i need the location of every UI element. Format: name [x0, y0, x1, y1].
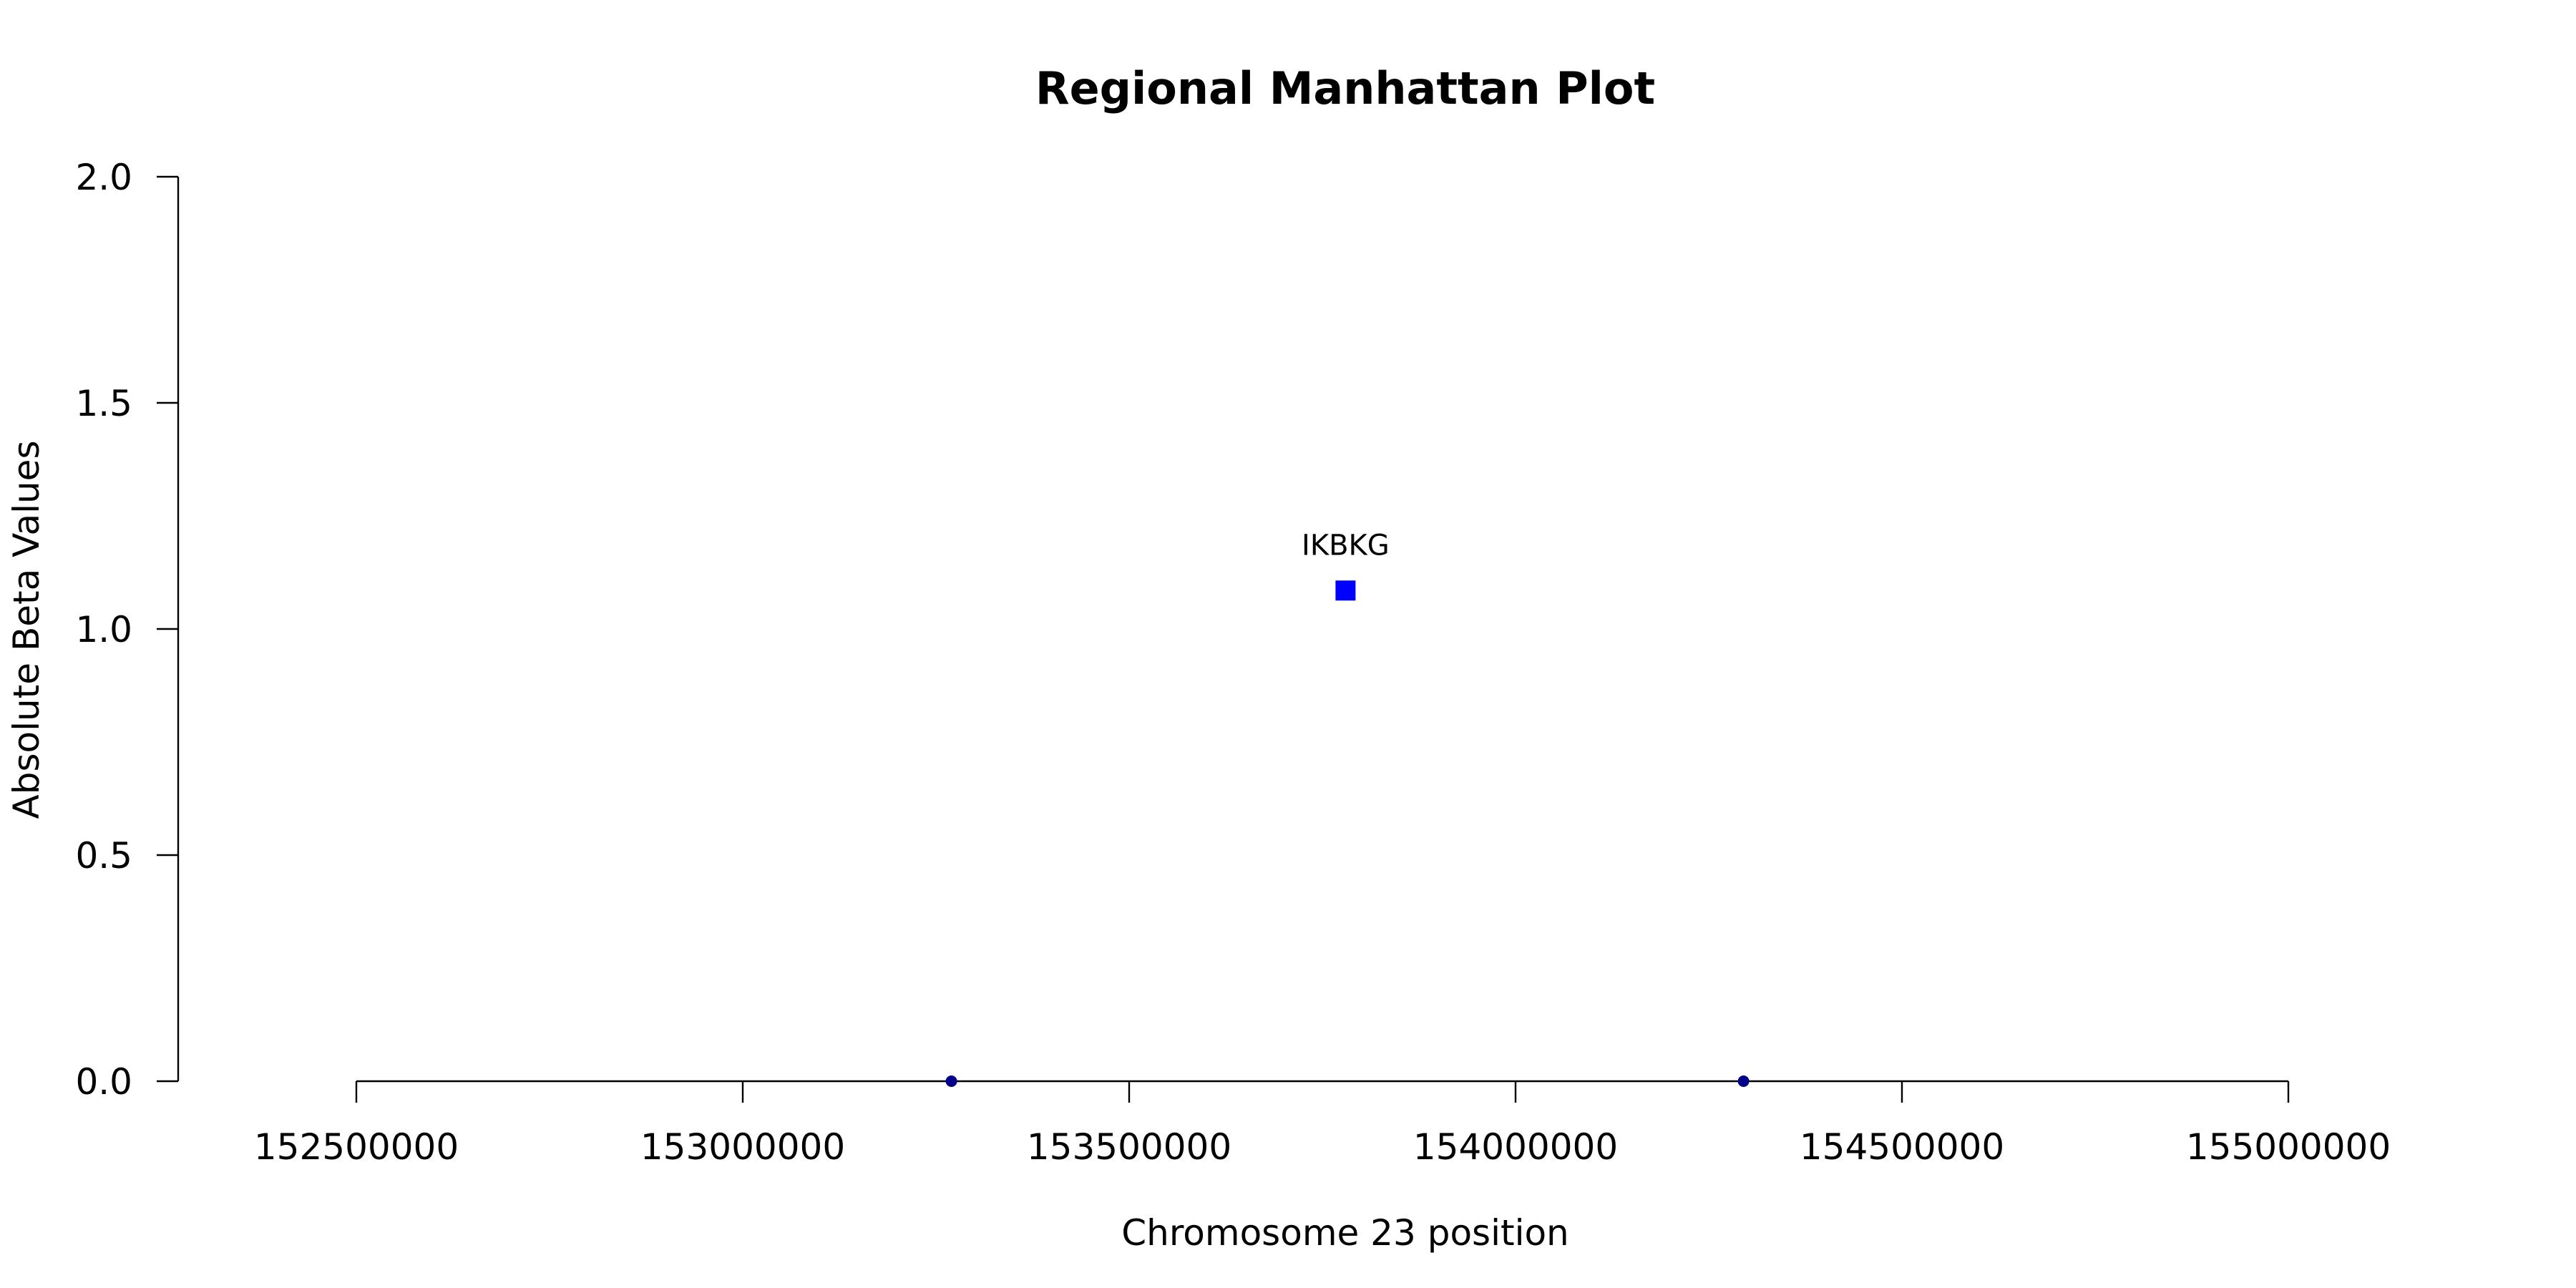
x-tick-label: 153000000 — [640, 1126, 845, 1168]
y-tick-label: 1.0 — [75, 609, 132, 650]
point-label: IKBKG — [1302, 529, 1390, 562]
y-tick-label: 2.0 — [75, 157, 132, 198]
x-tick-label: 153500000 — [1027, 1126, 1231, 1168]
chart-title: Regional Manhattan Plot — [1035, 62, 1655, 114]
data-point — [1737, 1075, 1750, 1087]
x-axis: 152500000 153000000 153500000 154000000 1545… — [254, 1080, 2391, 1168]
x-tick-label: 155000000 — [2186, 1126, 2391, 1168]
data-points: IKBKG — [945, 529, 1750, 1087]
y-tick-label: 0.0 — [75, 1061, 132, 1103]
x-tick-label: 154000000 — [1413, 1126, 1618, 1168]
x-tick-label: 154500000 — [1800, 1126, 2004, 1168]
data-point — [945, 1075, 957, 1087]
data-point — [1335, 580, 1356, 601]
y-axis-title: Absolute Beta Values — [6, 441, 47, 819]
y-axis: 0.0 0.5 1.0 1.5 2.0 — [75, 157, 180, 1103]
y-tick-label: 0.5 — [75, 835, 132, 877]
x-axis-title: Chromosome 23 position — [1121, 1212, 1569, 1254]
y-tick-label: 1.5 — [75, 383, 132, 424]
x-tick-label: 152500000 — [254, 1126, 459, 1168]
